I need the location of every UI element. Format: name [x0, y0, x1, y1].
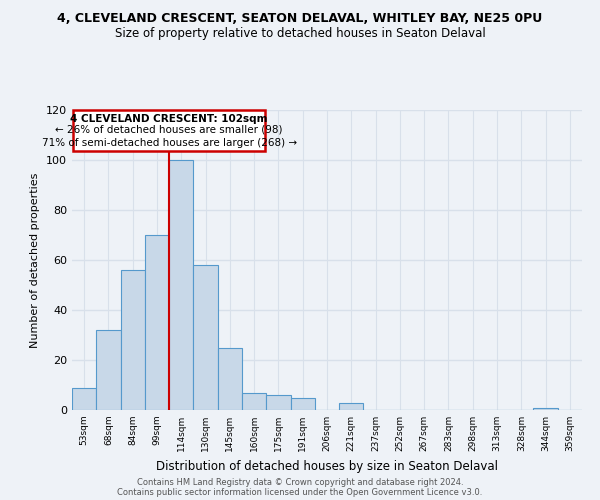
- Bar: [193, 265, 218, 410]
- Text: Contains public sector information licensed under the Open Government Licence v3: Contains public sector information licen…: [118, 488, 482, 497]
- Bar: [242, 392, 266, 410]
- Text: ← 26% of detached houses are smaller (98): ← 26% of detached houses are smaller (98…: [55, 125, 283, 135]
- X-axis label: Distribution of detached houses by size in Seaton Delaval: Distribution of detached houses by size …: [156, 460, 498, 472]
- Bar: [266, 395, 290, 410]
- Text: 4, CLEVELAND CRESCENT, SEATON DELAVAL, WHITLEY BAY, NE25 0PU: 4, CLEVELAND CRESCENT, SEATON DELAVAL, W…: [58, 12, 542, 26]
- Bar: [339, 402, 364, 410]
- Text: Contains HM Land Registry data © Crown copyright and database right 2024.: Contains HM Land Registry data © Crown c…: [137, 478, 463, 487]
- Bar: [218, 348, 242, 410]
- Bar: [145, 235, 169, 410]
- Bar: [169, 160, 193, 410]
- Bar: [290, 398, 315, 410]
- Y-axis label: Number of detached properties: Number of detached properties: [31, 172, 40, 348]
- Bar: [533, 408, 558, 410]
- FancyBboxPatch shape: [73, 110, 265, 151]
- Text: 4 CLEVELAND CRESCENT: 102sqm: 4 CLEVELAND CRESCENT: 102sqm: [70, 114, 268, 124]
- Text: Size of property relative to detached houses in Seaton Delaval: Size of property relative to detached ho…: [115, 28, 485, 40]
- Bar: [121, 270, 145, 410]
- Bar: [96, 330, 121, 410]
- Text: 71% of semi-detached houses are larger (268) →: 71% of semi-detached houses are larger (…: [41, 138, 297, 147]
- Bar: [72, 388, 96, 410]
